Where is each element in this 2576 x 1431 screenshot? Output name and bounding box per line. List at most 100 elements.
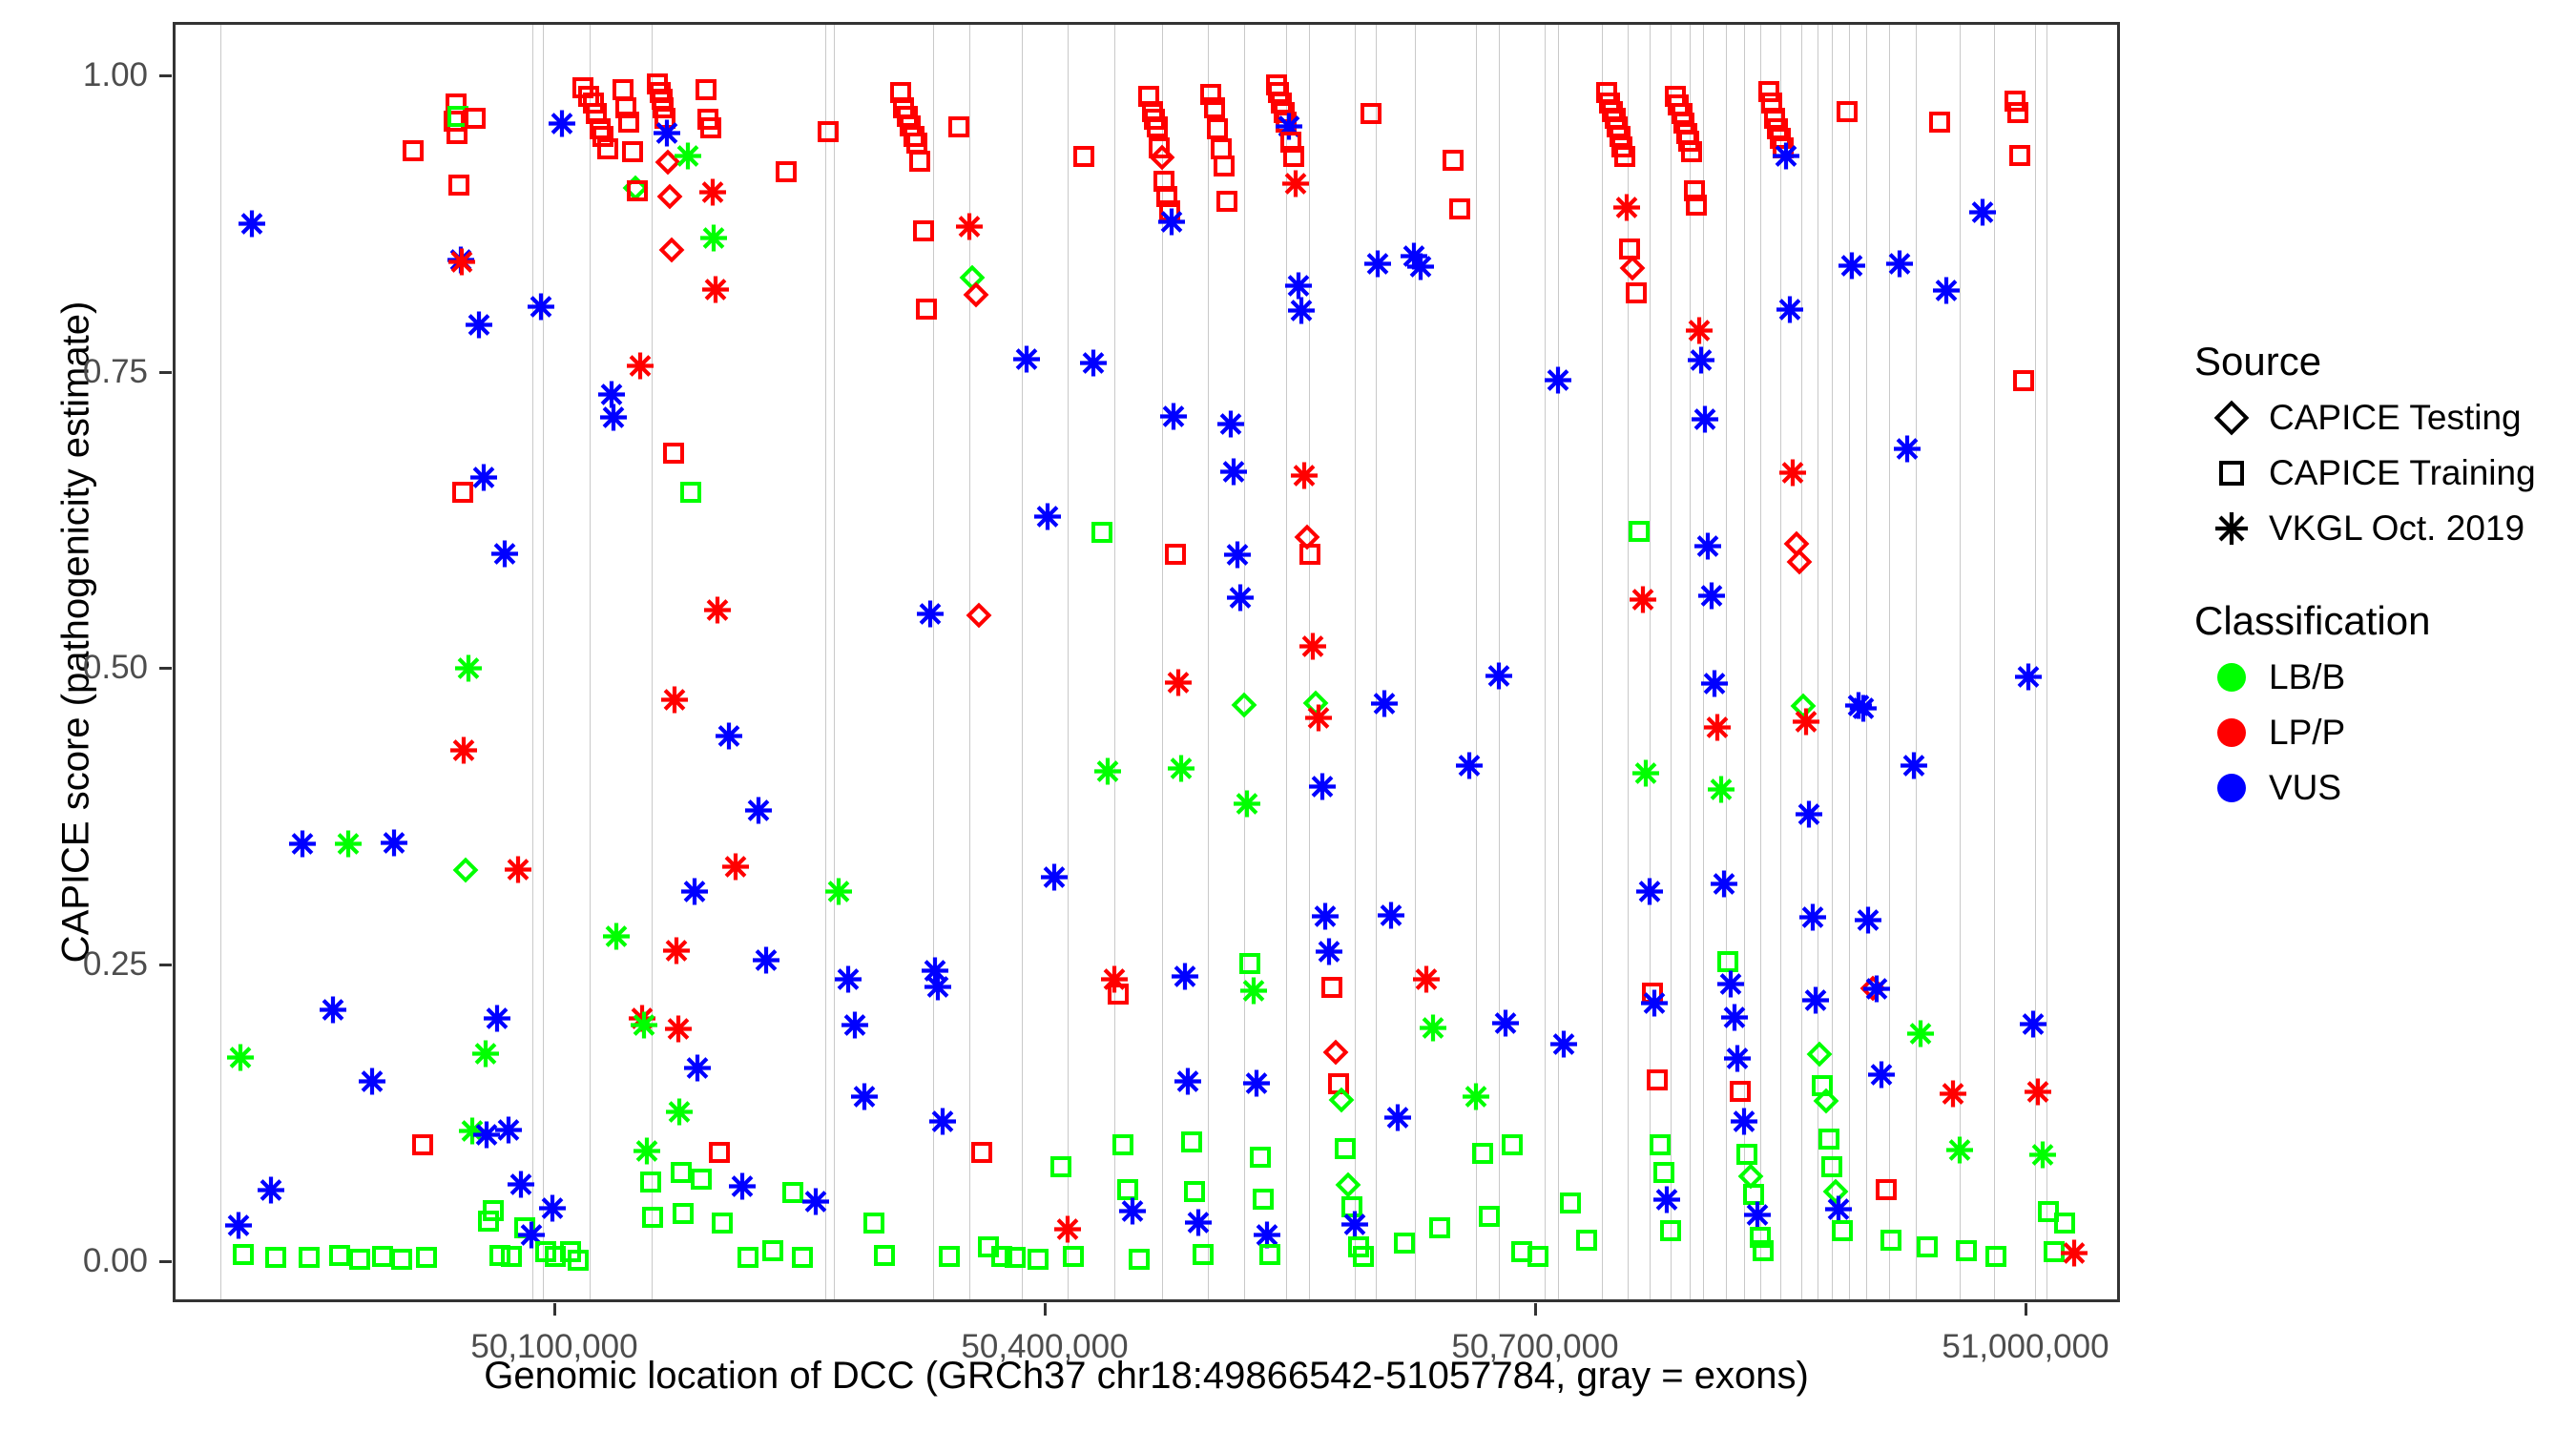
scatter-point-asterisk [728,1172,756,1205]
scatter-point-asterisk [1158,208,1186,239]
scatter-point-square [863,1213,885,1234]
scatter-point-asterisk [538,1194,566,1226]
scatter-point-asterisk [1406,253,1434,284]
scatter-point-square [1321,976,1343,998]
scatter-point-asterisk [600,404,628,435]
exon-line [1670,25,1672,1299]
filled-circle-icon [2194,774,2269,802]
scatter-point-asterisk [1779,459,1807,491]
diamond-outline-icon [2194,400,2269,436]
x-tick-label: 51,000,000 [1942,1328,2109,1365]
y-tick-label: 0.00 [82,1241,148,1279]
scatter-point-square [1629,520,1651,542]
scatter-point-asterisk [1420,1014,1447,1046]
scatter-point-asterisk [929,1108,957,1139]
legend-item[interactable]: VKGL Oct. 2019 [2194,501,2576,556]
scatter-point-square [448,174,470,196]
scatter-point-square [873,1244,895,1266]
y-tick-mark [159,667,172,671]
scatter-point-asterisk [1894,435,1922,467]
scatter-point-diamond [1322,1039,1348,1066]
y-tick-label: 0.25 [82,944,148,983]
exon-line [1498,25,1500,1299]
scatter-point-asterisk [1685,317,1713,349]
scatter-point-asterisk [1227,584,1255,615]
scatter-point-square [1478,1205,1500,1227]
legend-item[interactable]: LB/B [2194,650,2576,705]
scatter-point-asterisk [1862,975,1890,1006]
legend-item[interactable]: CAPICE Testing [2194,390,2576,446]
scatter-point-square [1107,984,1129,1006]
scatter-point-asterisk [698,178,726,210]
scatter-point-asterisk [1711,870,1738,902]
scatter-point-asterisk [1315,938,1342,970]
scatter-point-square [1448,197,1470,219]
exon-line [1800,25,1802,1299]
scatter-point-square [1207,118,1229,140]
scatter-point-asterisk [1184,1209,1212,1240]
scatter-point-square [1736,1144,1758,1166]
scatter-point-square [1527,1246,1548,1268]
scatter-point-asterisk [1720,1004,1748,1035]
scatter-point-asterisk [1946,1136,1974,1168]
exon-line [542,25,544,1299]
legend-item[interactable]: CAPICE Training [2194,446,2576,501]
scatter-point-asterisk [508,1171,535,1202]
scatter-point-square [465,108,487,130]
scatter-point-square [1471,1142,1493,1164]
exon-line [1161,25,1163,1299]
scatter-point-asterisk [2014,663,2042,695]
scatter-point-asterisk [380,829,407,861]
scatter-point-asterisk [1234,790,1261,821]
scatter-point-asterisk [1383,1104,1411,1136]
scatter-point-asterisk [491,540,519,571]
exon-line [1207,25,1209,1299]
scatter-point-asterisk [1940,1080,1967,1112]
scatter-point-square [1004,1247,1026,1269]
scatter-point-asterisk [320,996,347,1028]
scatter-points [176,25,2117,1299]
scatter-point-square [762,1239,784,1261]
exon-line [1915,25,1917,1299]
scatter-point-square [329,1244,351,1266]
legend-item[interactable]: VUS [2194,760,2576,816]
scatter-point-square [1049,1155,1071,1177]
scatter-point-square [445,93,467,115]
y-tick-label: 1.00 [82,55,148,93]
scatter-point-asterisk [666,1098,694,1130]
exon-line [1779,25,1781,1299]
exon-line [1743,25,1745,1299]
scatter-point-asterisk [916,600,944,633]
exon-line [1557,25,1559,1299]
legend-item[interactable]: LP/P [2194,705,2576,760]
scatter-point-asterisk [1033,503,1061,535]
scatter-point-square [1678,130,1700,152]
legend-item-label: VUS [2269,768,2342,807]
exon-line [1544,25,1546,1299]
exon-line [1415,25,1417,1299]
exon-line [1021,25,1023,1299]
scatter-point-square [1730,1081,1752,1103]
x-tick-mark [2024,1303,2027,1316]
scatter-point-asterisk [1855,906,1882,938]
scatter-point-asterisk [1174,1068,1202,1099]
scatter-point-asterisk [1933,277,1961,308]
exon-line [1067,25,1069,1299]
scatter-point-asterisk [630,1011,657,1044]
scatter-point-square [1298,544,1320,566]
scatter-point-asterisk [471,1040,499,1072]
scatter-point-square [818,120,840,142]
scatter-point-square [1831,1219,1853,1241]
x-tick-mark [1533,1303,1537,1316]
scatter-point-asterisk [664,1015,692,1047]
scatter-point-asterisk [504,856,531,888]
scatter-point-square [1111,1134,1133,1156]
scatter-point-square [1501,1134,1523,1156]
scatter-point-square [1659,1219,1681,1241]
scatter-point-square [737,1247,759,1269]
legend-item-label: VKGL Oct. 2019 [2269,508,2525,548]
y-tick-label: 0.50 [82,649,148,687]
scatter-point-asterisk [1284,272,1312,303]
legend-title: Classification [2194,598,2431,643]
y-tick-mark [159,963,172,966]
